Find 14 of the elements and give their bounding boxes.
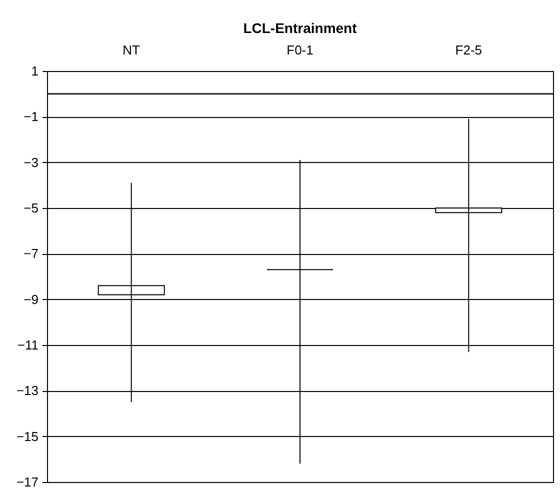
x-tick-label: F2-5 [455,42,482,58]
y-tick-label: −5 [24,200,38,216]
y-tick-label: −15 [16,428,38,444]
y-tick-label: −7 [24,246,38,262]
x-tick-label: F0-1 [286,42,314,58]
x-tick-label: NT [122,42,140,58]
chart-title: LCL-Entrainment [243,20,358,36]
y-tick-label: −9 [24,292,38,307]
y-tick-label: −13 [16,383,38,398]
y-tick-label: −3 [24,154,38,170]
y-tick-label: 1 [31,64,38,78]
y-tick-label: −17 [16,474,38,490]
y-tick-label: −11 [17,338,38,352]
y-tick-label: −1 [24,109,38,124]
